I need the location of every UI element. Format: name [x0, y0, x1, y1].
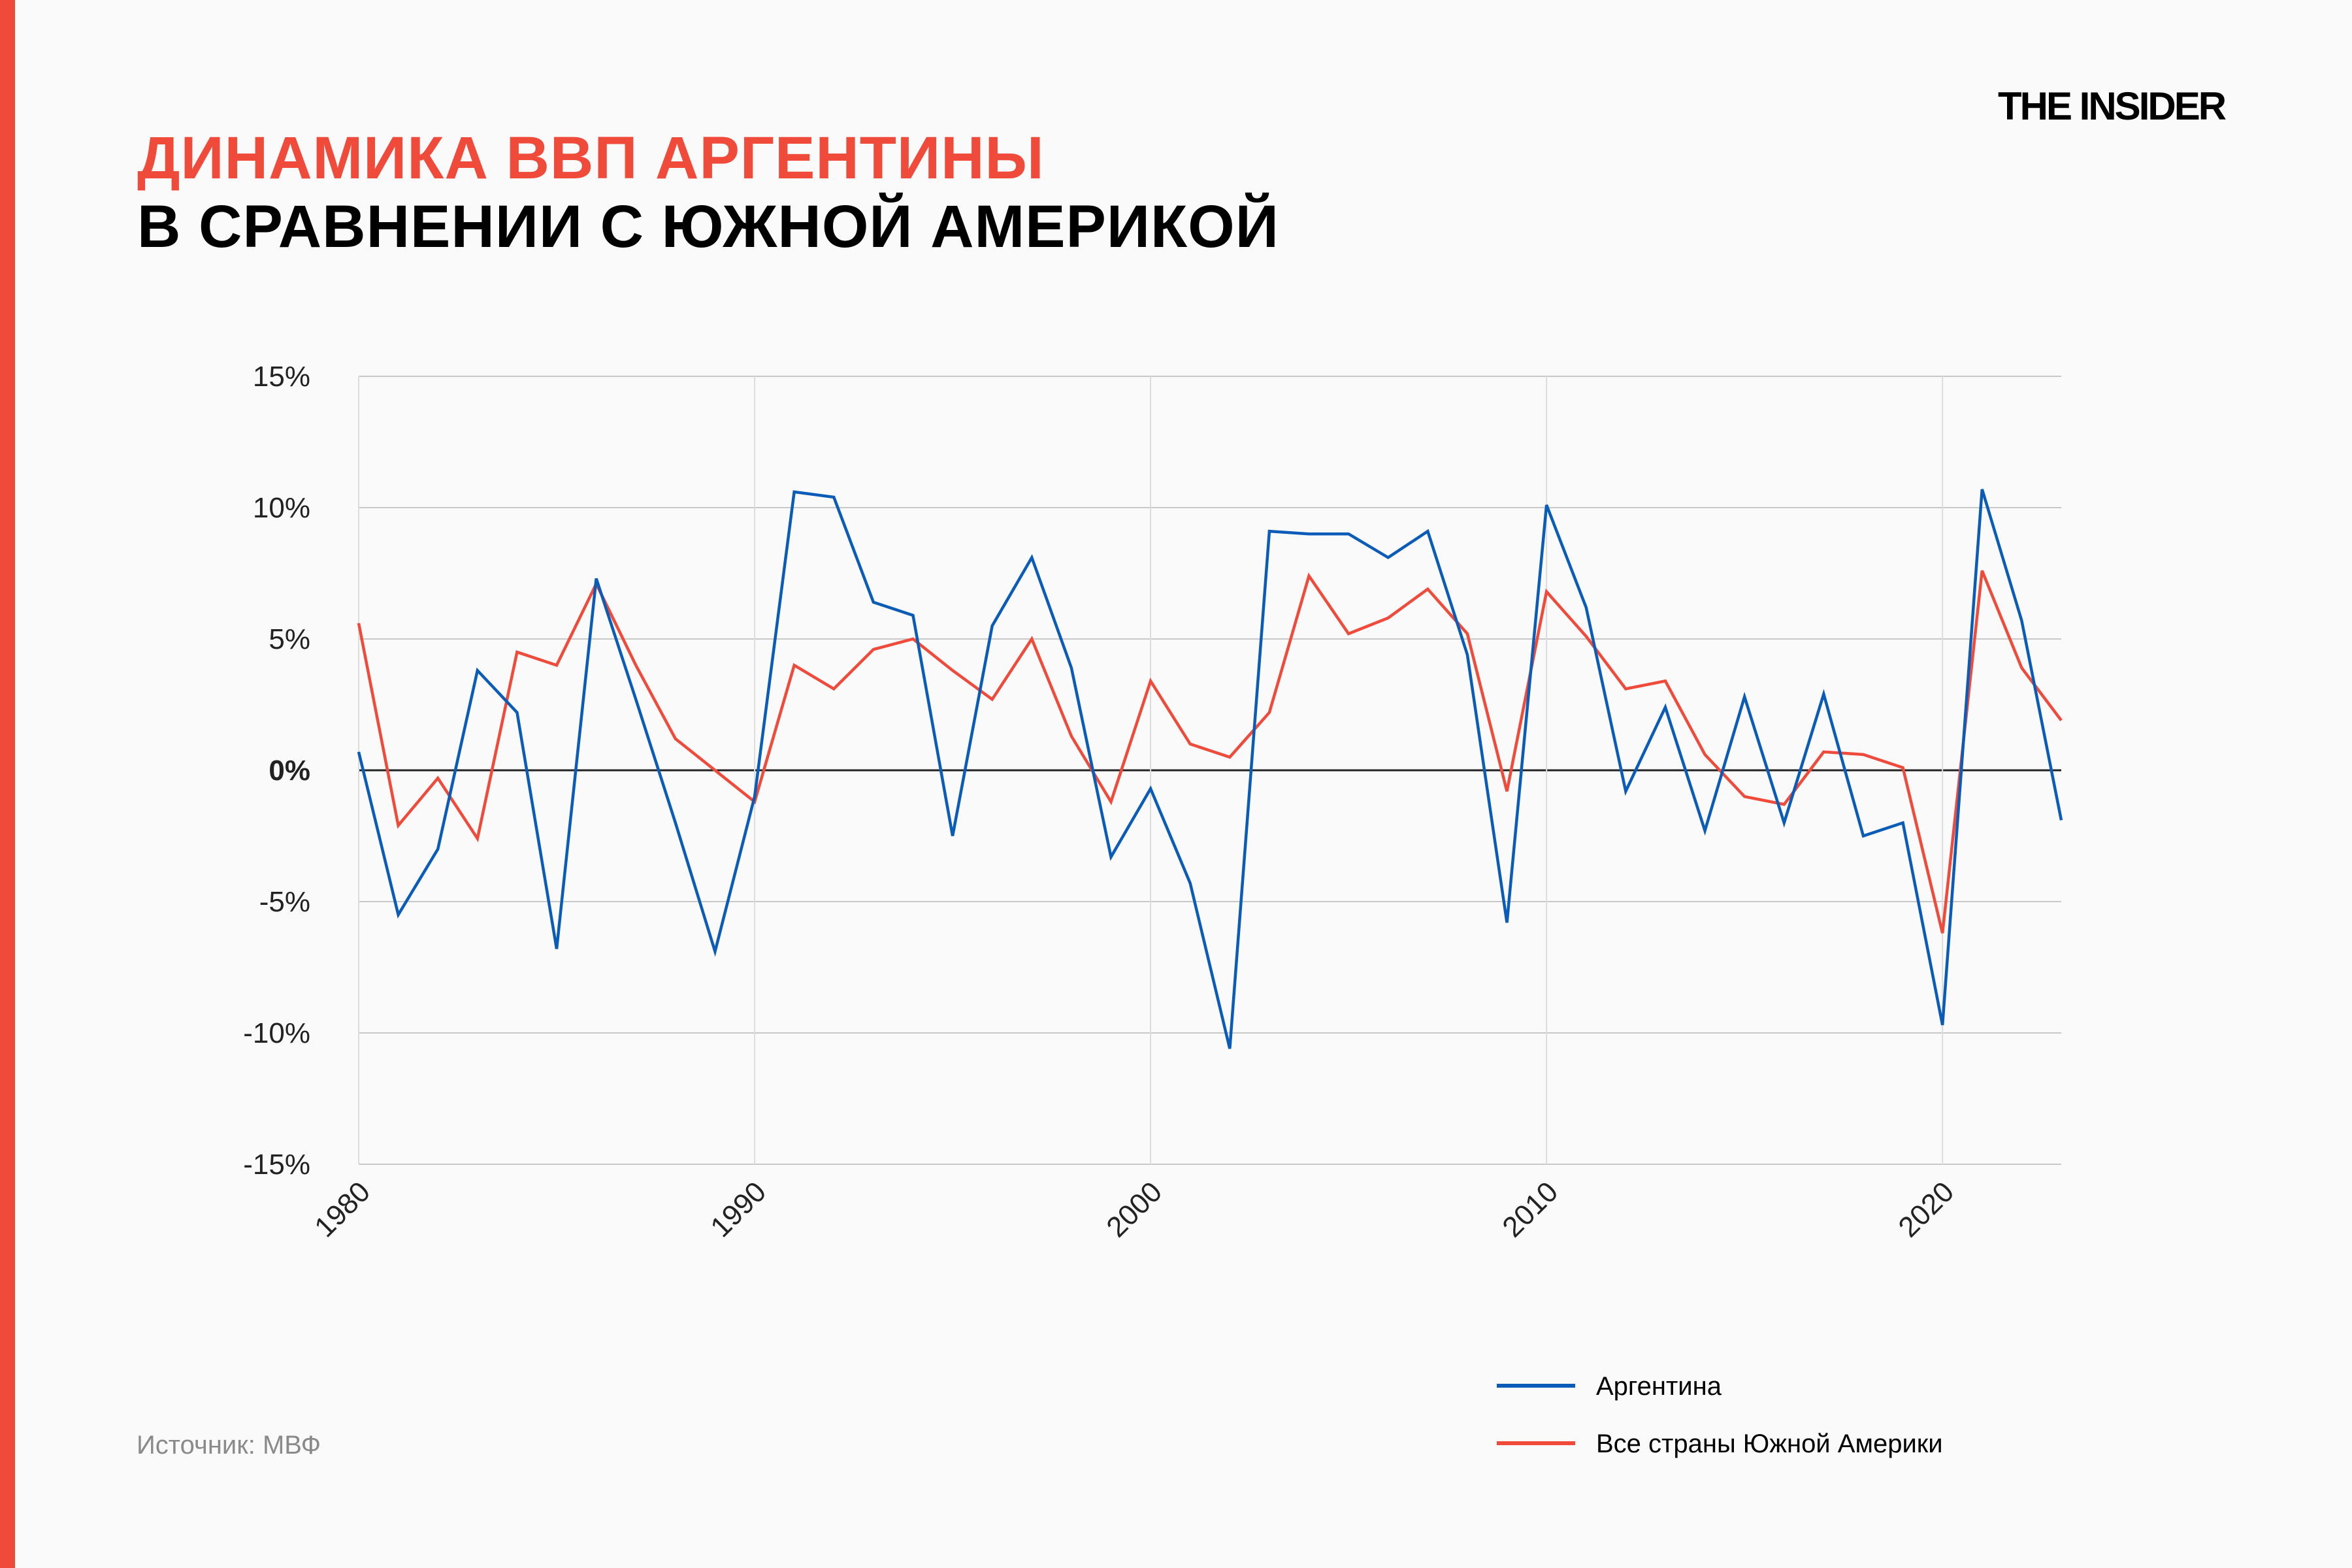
- logo: THE INSIDER: [1998, 84, 2227, 128]
- x-tick-label: 2010: [1496, 1175, 1564, 1243]
- series-line-0: [357, 489, 2063, 1049]
- y-tick-label: 10%: [253, 492, 310, 524]
- x-tick-label: 1990: [704, 1175, 772, 1243]
- y-tick-label: 15%: [253, 361, 310, 393]
- title-line-2: В СРАВНЕНИИ С ЮЖНОЙ АМЕРИКОЙ: [137, 193, 1279, 260]
- title-line-1: ДИНАМИКА ВВП АРГЕНТИНЫ: [137, 125, 1045, 191]
- x-tick-label: 2000: [1100, 1175, 1168, 1243]
- y-tick-label: -15%: [243, 1149, 310, 1181]
- source-note: Источник: МВФ: [137, 1431, 321, 1460]
- y-tick-label: -5%: [259, 886, 310, 918]
- accent-bar: [0, 0, 15, 1568]
- x-tick-label: 2020: [1892, 1175, 1960, 1243]
- y-tick-label: -10%: [243, 1017, 310, 1049]
- legend-label-0: Аргентина: [1596, 1372, 1722, 1401]
- y-tick-label: 0%: [269, 755, 310, 787]
- legend-label-1: Все страны Южной Америки: [1596, 1429, 1943, 1458]
- x-tick-label: 1980: [308, 1175, 376, 1243]
- y-tick-label: 5%: [269, 623, 310, 655]
